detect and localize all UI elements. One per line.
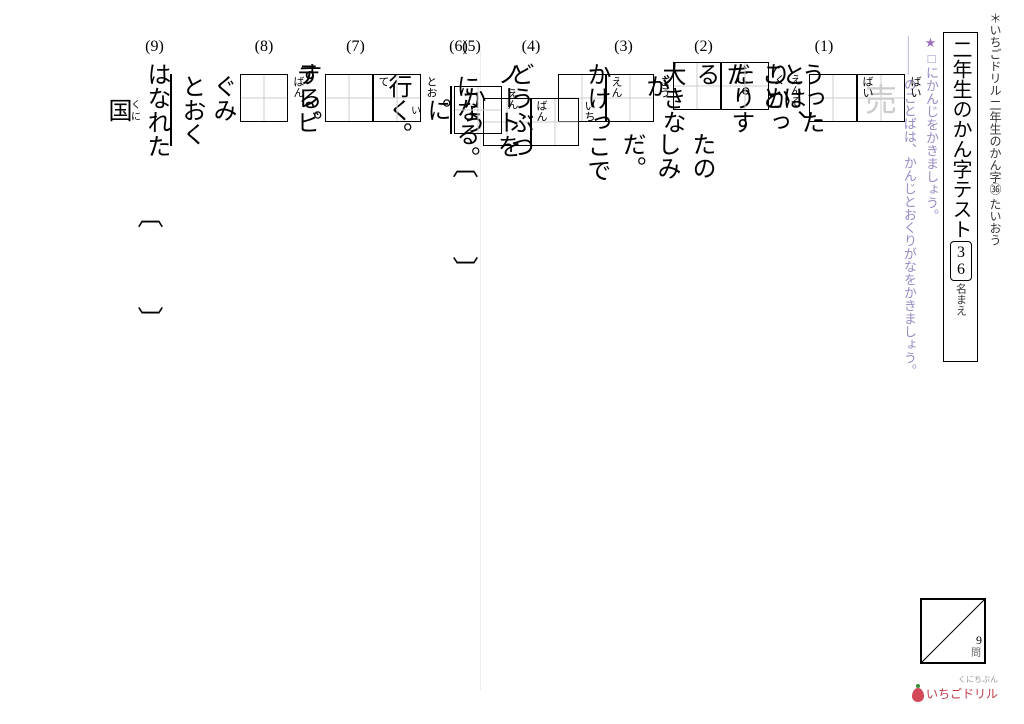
furigana: ばん <box>290 76 306 98</box>
question-9: (9) とおくはなれた国くに 〔 〕 <box>100 62 209 158</box>
question-text: ぐみ <box>205 74 240 122</box>
question-text: に <box>419 98 454 122</box>
question-text: はなれた <box>139 62 174 158</box>
title-number: 36 <box>950 241 972 281</box>
question-text: たのしみだ。 <box>614 132 719 180</box>
title-text: 二年生のかん字テスト <box>946 39 975 239</box>
question-text: かけっこで <box>579 62 614 182</box>
question-number: (6) <box>449 38 468 56</box>
question-8: (8) テレビ ばん ぐみ <box>205 62 323 134</box>
furigana: えん <box>504 88 520 110</box>
question-text: 大きな <box>654 62 689 134</box>
furigana: とお <box>423 76 439 98</box>
furigana: こう <box>656 76 672 98</box>
worksheet-title: 二年生のかん字テスト 36 名まえ <box>943 32 978 362</box>
score-box: 9 問 <box>920 598 986 664</box>
question-text: 国 <box>104 98 130 122</box>
kanji-input-box[interactable] <box>721 62 769 110</box>
kanji-input-box[interactable] <box>240 74 288 122</box>
furigana: ばい <box>859 76 875 98</box>
header-note: ＊いちごドリル 二年生のかん字㊱ たいおう <box>987 12 1004 272</box>
question-number: (4) <box>522 38 541 56</box>
kanji-input-box[interactable] <box>454 86 502 134</box>
question-number: (1) <box>815 38 834 56</box>
furigana: くに <box>129 98 140 122</box>
answer-bracket[interactable]: 〔 〕 <box>445 152 482 282</box>
question-number: (3) <box>614 38 633 56</box>
question-text: どうぶつ <box>502 62 537 158</box>
score-unit: 問 <box>971 644 981 659</box>
brand-main: いちごドリル <box>926 687 998 701</box>
question-number: (7) <box>346 38 365 56</box>
brand-sub: くにちぶん <box>912 674 998 685</box>
strawberry-icon <box>912 688 924 702</box>
furigana: えんそく <box>771 74 803 110</box>
furigana: ばい <box>907 76 923 98</box>
question-number: (2) <box>694 38 713 56</box>
underlined-word: とおく <box>174 74 209 146</box>
question-text: テレビ <box>288 62 323 134</box>
question-number: (9) <box>145 38 164 56</box>
question-number: (8) <box>255 38 274 56</box>
name-label: 名まえ <box>953 283 969 316</box>
furigana: て <box>375 76 391 87</box>
instruction-line1: □にかんじをかきましょう。 <box>924 51 939 222</box>
worksheet-page: ＊いちごドリル 二年生のかん字㊱ たいおう 二年生のかん字テスト 36 名まえ … <box>0 0 1024 724</box>
ruby-text: 国くに <box>100 98 139 122</box>
furigana: いち <box>581 100 597 122</box>
brand-logo: くにちぶん いちごドリル <box>912 674 998 702</box>
kanji-input-box[interactable] <box>325 74 373 122</box>
star-icon: ★ <box>924 36 939 51</box>
answer-bracket[interactable]: 〔 〕 <box>130 202 167 332</box>
